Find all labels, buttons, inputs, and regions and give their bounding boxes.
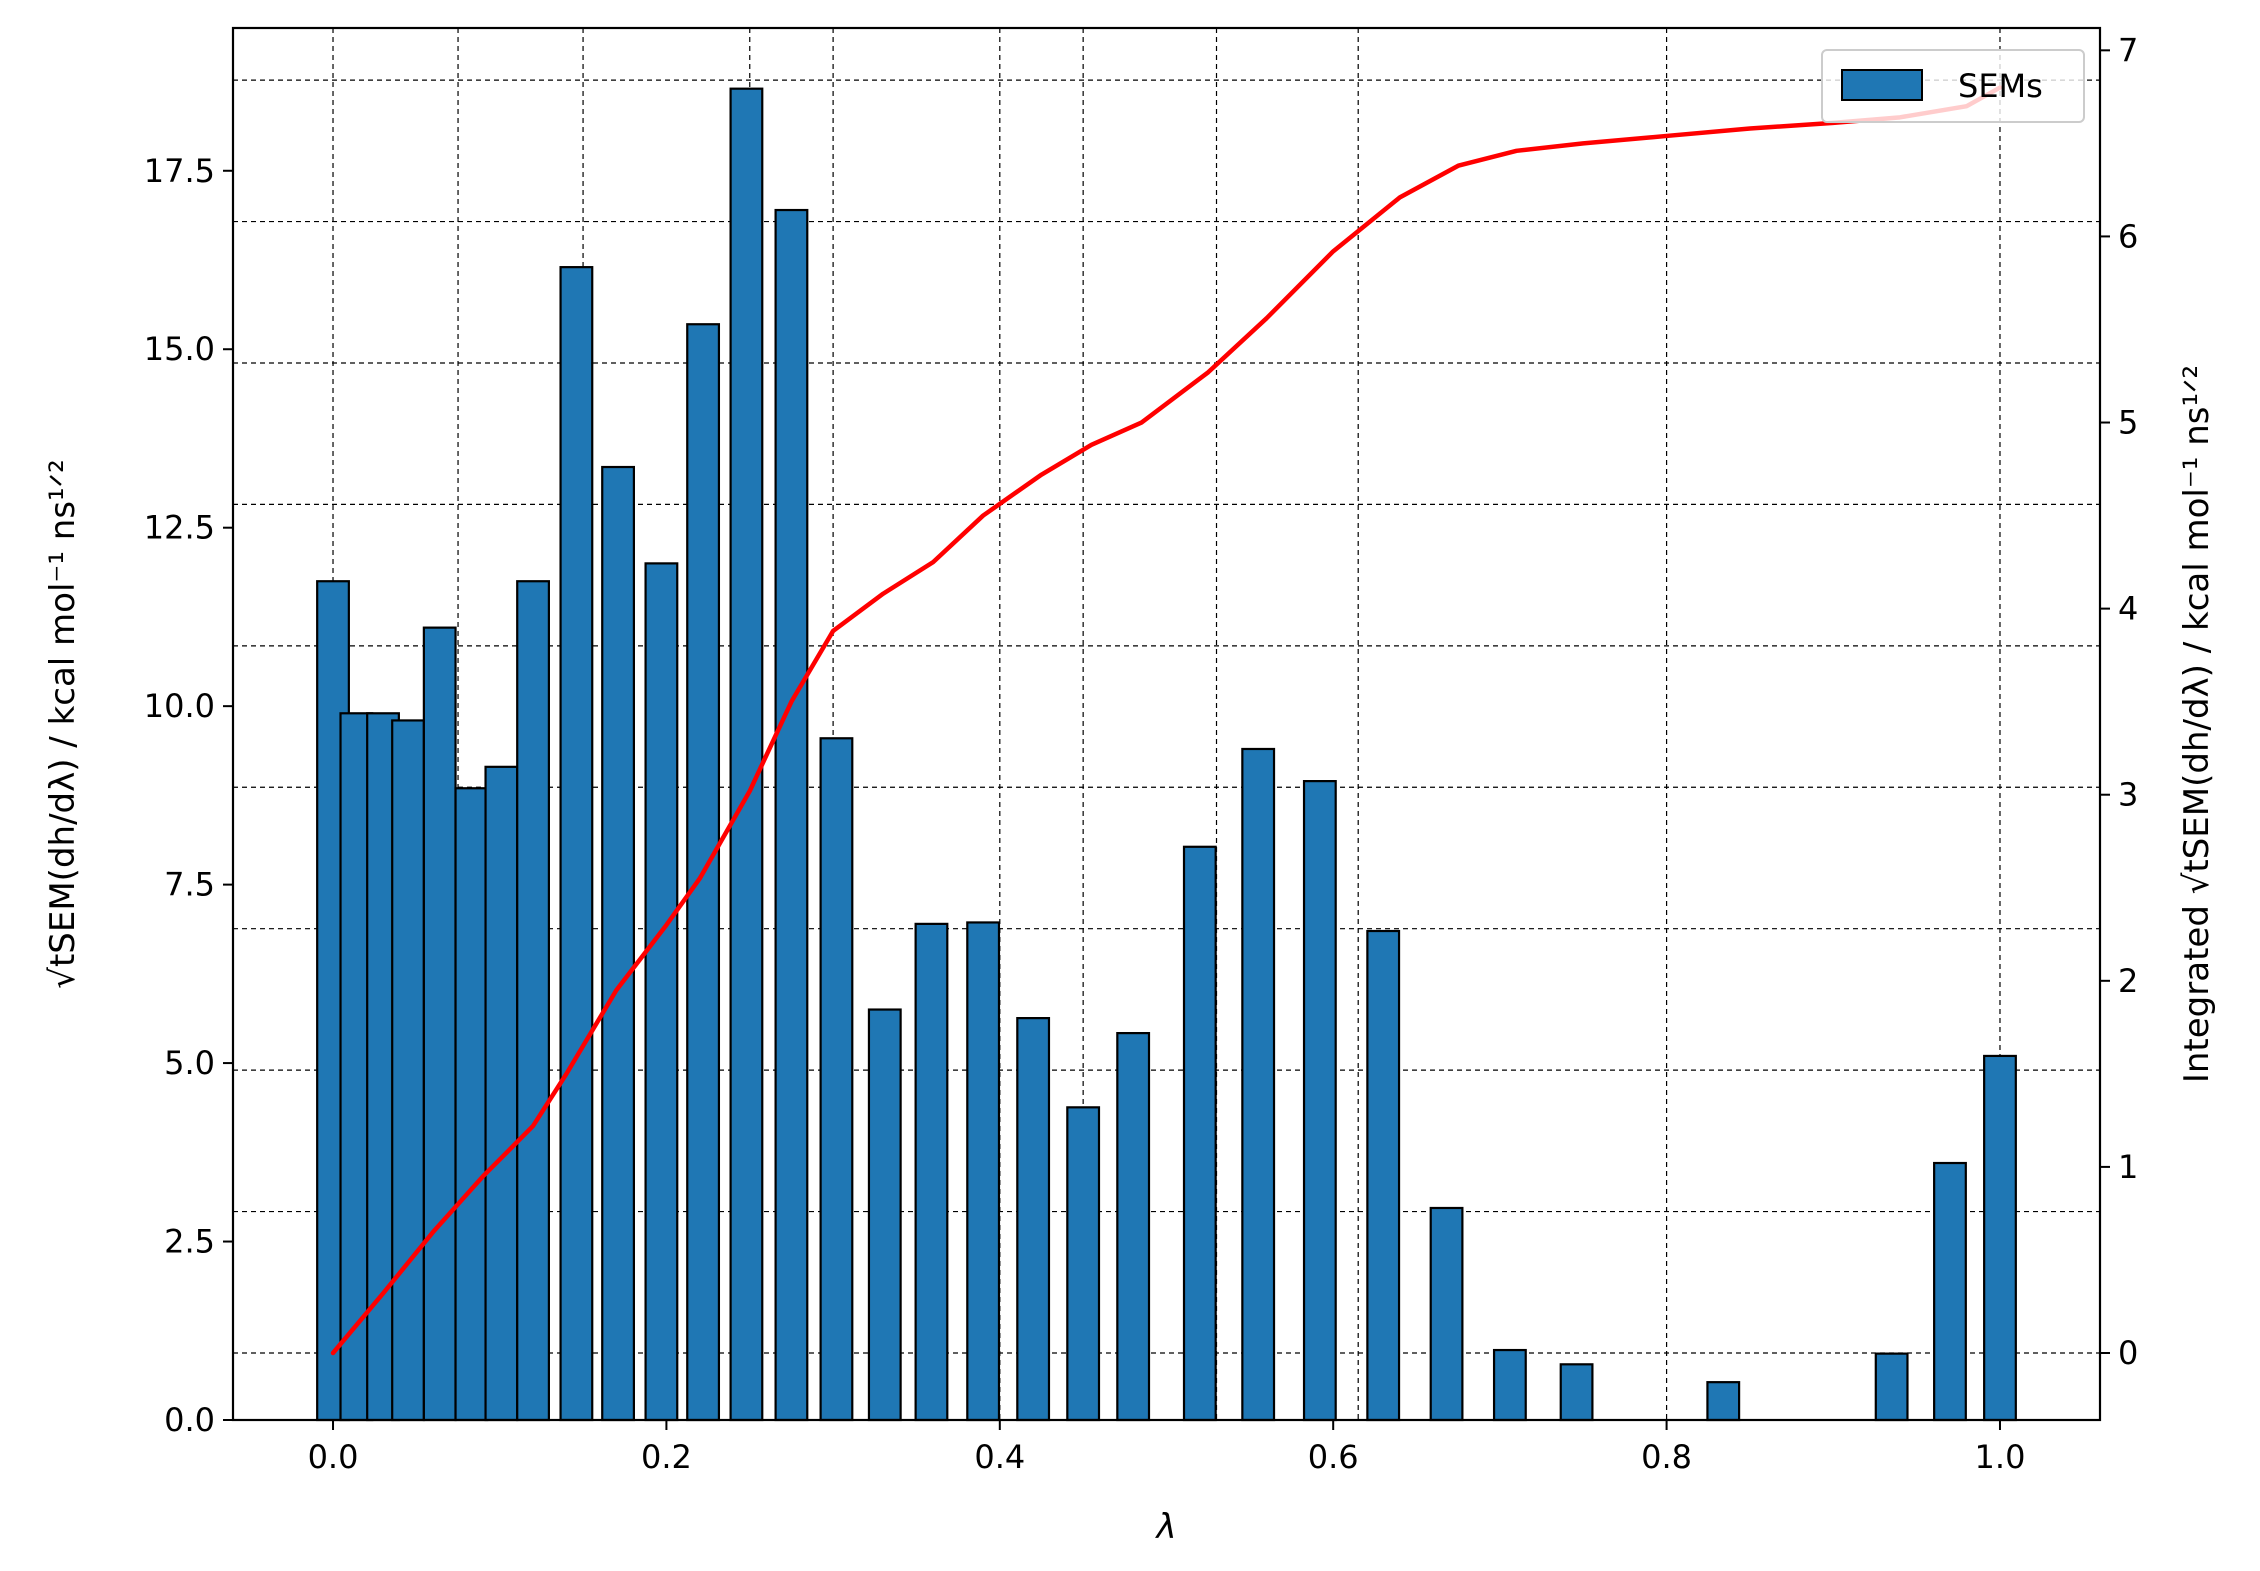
bar-series [316, 87, 2017, 1422]
legend-label-sems: SEMs [1958, 67, 2043, 105]
y2-tick-label-6: 6 [2118, 217, 2138, 255]
y-tick-label-6: 15.0 [144, 330, 215, 368]
y2-tick-label-0: 0 [2118, 1334, 2138, 1372]
y2-axis-ticks: 0 1 2 3 4 5 6 7 [2100, 31, 2138, 1372]
bar-30 [1933, 1161, 1967, 1422]
x-axis-label: λ [1154, 1507, 1176, 1547]
bar-22 [1241, 747, 1276, 1422]
bar-16 [914, 922, 949, 1422]
bar-26 [1492, 1348, 1527, 1422]
bar-18 [1016, 1017, 1051, 1422]
y2-tick-label-7: 7 [2118, 31, 2138, 69]
bar-28 [1706, 1381, 1741, 1422]
bar-6 [484, 765, 519, 1422]
y-axis-label: √tSEM(dh/dλ) / kcal mol⁻¹ ns¹ᐟ² [43, 459, 83, 988]
y-axis-ticks: 0.0 2.5 5.0 7.5 10.0 12.5 15.0 17.5 [144, 152, 233, 1439]
integrated-sem-line [330, 85, 2003, 1356]
bar-21 [1182, 845, 1217, 1422]
legend: SEMs [1821, 49, 2085, 123]
bar-19 [1066, 1106, 1101, 1422]
bar-23 [1302, 780, 1337, 1422]
line-series [330, 85, 2003, 1356]
x-tick-label-4: 0.8 [1641, 1438, 1692, 1476]
bar-4 [422, 626, 457, 1422]
y2-tick-label-5: 5 [2118, 404, 2138, 442]
bar-24 [1366, 929, 1401, 1422]
y-tick-label-4: 10.0 [144, 687, 215, 725]
bar-14 [819, 737, 854, 1422]
x-tick-label-5: 1.0 [1975, 1438, 2026, 1476]
x-tick-label-2: 0.4 [974, 1438, 1025, 1476]
y-tick-label-3: 7.5 [164, 866, 215, 904]
bar-29 [1874, 1352, 1909, 1422]
y2-tick-label-4: 4 [2118, 590, 2138, 628]
bar-12 [729, 87, 764, 1422]
y-tick-label-5: 12.5 [144, 509, 215, 547]
bar-27 [1559, 1363, 1594, 1422]
y2-tick-label-1: 1 [2118, 1148, 2138, 1186]
x-axis-ticks: 0.0 0.2 0.4 0.6 0.8 1.0 [308, 1420, 2026, 1476]
plot-frame [231, 26, 2102, 1422]
y-tick-label-2: 5.0 [164, 1044, 215, 1082]
bar-10 [644, 562, 679, 1422]
bar-31 [1983, 1054, 2017, 1422]
bar-17 [966, 921, 1001, 1422]
x-tick-label-1: 0.2 [641, 1438, 692, 1476]
y2-tick-label-3: 3 [2118, 776, 2138, 814]
y-tick-label-0: 0.0 [164, 1401, 215, 1439]
bar-8 [559, 266, 594, 1422]
bar-25 [1429, 1206, 1464, 1422]
bar-15 [867, 1008, 902, 1422]
bar-9 [601, 465, 636, 1422]
y2-tick-label-2: 2 [2118, 962, 2138, 1000]
x-tick-label-3: 0.6 [1308, 1438, 1359, 1476]
bar-3 [391, 719, 425, 1422]
legend-swatch-sems [1841, 69, 1923, 101]
y-tick-label-1: 2.5 [164, 1223, 215, 1261]
bar-5 [454, 787, 489, 1422]
legend-box [1821, 49, 2085, 123]
y2-axis-label: Integrated √tSEM(dh/dλ) / kcal mol⁻¹ ns¹… [2177, 365, 2217, 1083]
bar-13 [774, 208, 809, 1422]
bar-20 [1116, 1031, 1151, 1422]
bar-7 [516, 580, 550, 1422]
x-tick-label-0: 0.0 [308, 1438, 359, 1476]
y-tick-label-7: 17.5 [144, 152, 215, 190]
